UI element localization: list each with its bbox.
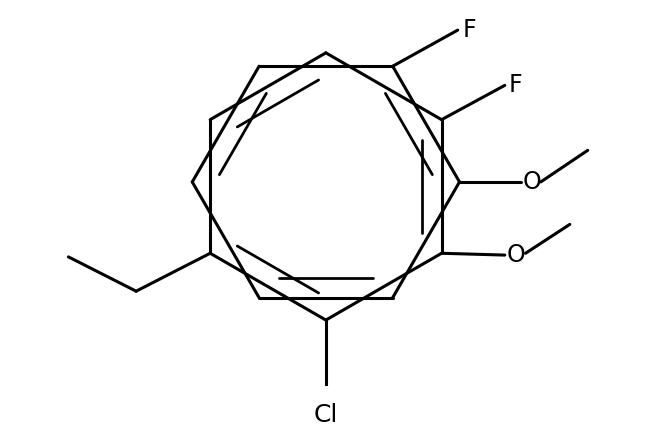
Text: O: O <box>506 243 525 267</box>
Text: Cl: Cl <box>314 403 338 426</box>
Text: O: O <box>522 170 541 194</box>
Text: F: F <box>462 18 476 42</box>
Text: F: F <box>508 73 522 98</box>
